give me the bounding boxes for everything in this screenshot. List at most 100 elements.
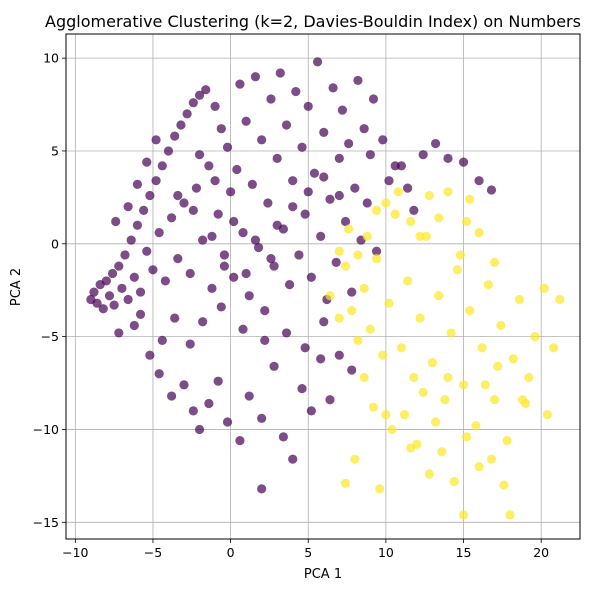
scatter-point-cluster-1 xyxy=(334,246,344,256)
scatter-point-cluster-0 xyxy=(148,265,158,275)
scatter-point-cluster-0 xyxy=(288,454,298,464)
scatter-point-cluster-1 xyxy=(371,205,382,215)
scatter-point-cluster-0 xyxy=(145,350,155,360)
x-tick-label: 0 xyxy=(227,545,235,560)
scatter-point-cluster-1 xyxy=(424,190,434,201)
scatter-point-cluster-0 xyxy=(182,109,192,119)
scatter-point-cluster-0 xyxy=(316,354,326,364)
scatter-point-cluster-0 xyxy=(306,406,316,416)
scatter-point-cluster-1 xyxy=(378,350,388,360)
scatter-point-cluster-0 xyxy=(160,276,170,286)
scatter-point-cluster-0 xyxy=(157,161,167,171)
scatter-point-cluster-0 xyxy=(263,198,273,208)
scatter-point-cluster-0 xyxy=(474,176,484,186)
scatter-point-cluster-0 xyxy=(316,231,326,241)
scatter-point-cluster-0 xyxy=(98,304,108,314)
scatter-point-cluster-1 xyxy=(418,387,428,397)
y-tick-label: 10 xyxy=(43,51,59,66)
scatter-point-cluster-1 xyxy=(384,298,394,308)
scatter-point-cluster-1 xyxy=(452,265,462,275)
scatter-point-cluster-0 xyxy=(142,246,152,256)
scatter-point-cluster-0 xyxy=(334,350,344,360)
scatter-point-cluster-1 xyxy=(353,250,363,260)
scatter-point-cluster-0 xyxy=(368,94,379,104)
scatter-point-cluster-1 xyxy=(437,447,447,457)
scatter-point-cluster-0 xyxy=(325,194,335,204)
scatter-point-cluster-0 xyxy=(207,283,217,293)
scatter-point-cluster-0 xyxy=(253,242,264,253)
scatter-point-cluster-0 xyxy=(210,176,220,186)
scatter-point-cluster-1 xyxy=(530,332,540,342)
scatter-point-cluster-0 xyxy=(188,406,198,416)
scatter-point-cluster-1 xyxy=(539,283,549,293)
scatter-point-cluster-0 xyxy=(151,176,161,186)
scatter-point-cluster-1 xyxy=(409,372,419,383)
scatter-point-cluster-0 xyxy=(235,435,245,446)
scatter-point-cluster-0 xyxy=(232,164,242,175)
scatter-point-cluster-1 xyxy=(480,380,490,390)
scatter-point-cluster-0 xyxy=(123,294,133,305)
scatter-point-cluster-1 xyxy=(403,276,413,286)
scatter-point-cluster-1 xyxy=(465,306,475,316)
y-tick-label: −10 xyxy=(33,422,59,437)
scatter-point-cluster-0 xyxy=(334,153,344,163)
scatter-point-cluster-0 xyxy=(331,257,341,267)
scatter-point-cluster-0 xyxy=(166,391,177,401)
scatter-point-cluster-0 xyxy=(458,157,469,167)
scatter-point-cluster-0 xyxy=(486,185,497,195)
scatter-point-cluster-0 xyxy=(163,146,174,156)
scatter-point-cluster-0 xyxy=(179,198,189,208)
scatter-point-cluster-0 xyxy=(222,142,233,152)
scatter-point-cluster-1 xyxy=(340,261,351,271)
scatter-point-cluster-0 xyxy=(443,153,453,163)
scatter-point-cluster-0 xyxy=(238,228,248,238)
scatter-point-cluster-0 xyxy=(89,287,99,297)
scatter-point-cluster-1 xyxy=(424,469,434,479)
scatter-point-cluster-0 xyxy=(135,287,146,297)
scatter-point-cluster-1 xyxy=(443,372,453,383)
scatter-point-cluster-0 xyxy=(359,124,369,134)
scatter-point-cluster-0 xyxy=(241,116,251,126)
x-ticks: −10 −5 0 5 10 15 20 xyxy=(62,539,549,560)
scatter-point-cluster-1 xyxy=(524,372,534,383)
scatter-point-cluster-0 xyxy=(204,161,214,171)
scatter-point-cluster-0 xyxy=(347,287,357,297)
scatter-point-cluster-1 xyxy=(462,216,472,227)
y-tick-label: −15 xyxy=(33,515,59,530)
grid xyxy=(66,34,580,539)
scatter-point-cluster-1 xyxy=(375,484,385,494)
scatter-point-cluster-0 xyxy=(173,190,183,201)
scatter-point-cluster-1 xyxy=(458,380,469,390)
x-tick-label: 15 xyxy=(456,545,472,560)
scatter-point-cluster-1 xyxy=(390,209,400,219)
scatter-point-cluster-0 xyxy=(135,309,146,319)
scatter-point-cluster-1 xyxy=(483,280,493,290)
scatter-point-cluster-0 xyxy=(185,339,195,349)
scatter-point-cluster-0 xyxy=(257,484,267,494)
scatter-point-cluster-1 xyxy=(359,372,369,383)
scatter-point-cluster-0 xyxy=(319,317,329,327)
scatter-point-cluster-0 xyxy=(281,120,292,130)
scatter-point-cluster-0 xyxy=(362,198,372,208)
scatter-point-cluster-1 xyxy=(477,343,487,353)
scatter-point-cluster-0 xyxy=(244,291,254,301)
scatter-point-cluster-0 xyxy=(170,313,180,323)
scatter-point-cluster-1 xyxy=(334,313,344,323)
scatter-point-cluster-0 xyxy=(198,235,208,245)
scatter-point-cluster-1 xyxy=(555,294,565,305)
scatter-point-cluster-0 xyxy=(92,298,102,308)
scatter-point-cluster-0 xyxy=(294,250,304,260)
scatter-point-cluster-0 xyxy=(297,142,307,152)
scatter-point-cluster-0 xyxy=(226,187,236,197)
scatter-point-cluster-1 xyxy=(399,410,410,420)
scatter-point-cluster-1 xyxy=(505,510,515,520)
scatter-point-cluster-0 xyxy=(176,120,186,130)
scatter-point-cluster-0 xyxy=(207,231,217,241)
chart-title: Agglomerative Clustering (k=2, Davies-Bo… xyxy=(45,12,581,31)
y-tick-label: 5 xyxy=(51,143,59,158)
scatter-point-cluster-1 xyxy=(446,328,456,338)
scatter-point-cluster-1 xyxy=(371,254,382,264)
scatter-point-cluster-0 xyxy=(117,283,127,293)
scatter-point-cluster-0 xyxy=(219,250,229,260)
